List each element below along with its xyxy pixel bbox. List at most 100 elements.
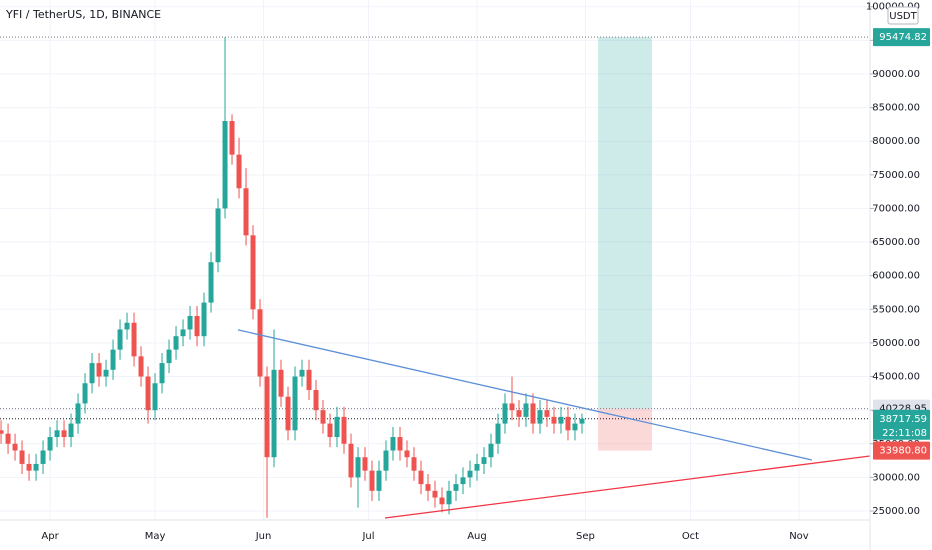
candle-body (166, 349, 172, 364)
candle-body (530, 403, 536, 424)
candle-body (96, 363, 102, 377)
candle-body (215, 208, 221, 263)
candle-body (180, 329, 186, 337)
candle-body (558, 416, 564, 424)
candle-body (439, 497, 445, 505)
price-axis: 25000.0030000.0035000.0040000.0045000.00… (866, 2, 930, 517)
candle-body (509, 403, 515, 411)
x-tick-label: Apr (41, 531, 59, 542)
x-tick-label: Sep (576, 531, 595, 542)
candle-body (54, 430, 60, 438)
candle-body (257, 309, 263, 377)
candle-body (397, 437, 403, 451)
stop-zone (598, 408, 652, 451)
candle-body (551, 416, 557, 424)
y-tick-label: 55000.00 (872, 304, 920, 315)
candle-body (250, 235, 256, 310)
x-tick-label: May (145, 531, 166, 542)
candle-body (523, 403, 529, 417)
y-tick-label: 80000.00 (872, 136, 920, 147)
candle-body (82, 383, 88, 404)
candle-body (299, 369, 305, 377)
candle-body (47, 437, 53, 451)
candle-body (383, 450, 389, 471)
x-tick-label: Aug (467, 531, 487, 542)
price-label: 40228.95 (879, 404, 927, 415)
candle-body (131, 322, 137, 357)
price-label: 95474.82 (879, 32, 927, 43)
candle-body (264, 376, 270, 458)
candle-body (418, 470, 424, 485)
candle-body (348, 443, 354, 478)
candle-body (355, 457, 361, 478)
candle-body (334, 416, 340, 438)
candle-body (411, 457, 417, 471)
price-label-box (873, 441, 930, 460)
y-tick-label: 25000.00 (872, 506, 920, 517)
candle-body (12, 443, 18, 451)
currency-box (887, 6, 919, 25)
price-label: 38717.59 (879, 414, 927, 425)
candle-body (40, 450, 46, 464)
candle-body (565, 416, 571, 431)
candle-body (222, 121, 228, 209)
candle-body (460, 477, 466, 485)
y-tick-label: 85000.00 (872, 103, 920, 114)
candle-body (467, 470, 473, 478)
y-tick-label: 70000.00 (872, 203, 920, 214)
candle-body (285, 396, 291, 431)
candle-body (152, 383, 158, 411)
chart-title: YFI / TetherUS, 1D, BINANCE (5, 8, 161, 21)
x-tick-label: Oct (682, 531, 699, 542)
candle-body (201, 302, 207, 337)
candle-body (292, 376, 298, 431)
candle-body (516, 410, 522, 417)
countdown: 22:11:08 (882, 428, 927, 439)
candle-body (236, 154, 242, 189)
candle-body (495, 423, 501, 444)
x-tick-label: Jun (255, 531, 272, 542)
trend-line (237, 329, 813, 461)
candle-body (278, 369, 284, 397)
candle-body (208, 262, 214, 303)
plot-area (0, 36, 870, 519)
candle-body (579, 418, 585, 424)
candle-body (61, 430, 67, 438)
candle-body (19, 450, 25, 464)
y-tick-label: 50000.00 (872, 338, 920, 349)
candle-body (103, 369, 109, 377)
candle-body (320, 410, 326, 424)
candle-body (488, 443, 494, 458)
candle-body (341, 416, 347, 444)
candle-body (306, 369, 312, 390)
currency: USDT (889, 11, 917, 22)
candle-body (159, 363, 165, 384)
candle-body (26, 463, 32, 471)
candle-body (446, 490, 452, 505)
candle-body (75, 403, 81, 424)
price-label-box (873, 28, 930, 47)
candle-body (313, 389, 319, 411)
x-tick-label: Nov (789, 531, 809, 542)
candle-body (362, 457, 368, 471)
y-tick-label: 45000.00 (872, 372, 920, 383)
candle-body (33, 463, 39, 471)
candle-body (369, 470, 375, 491)
trend-line (384, 455, 870, 519)
candle-body (124, 322, 130, 330)
target-zone (598, 37, 652, 409)
y-tick-label: 60000.00 (872, 271, 920, 282)
candle-body (432, 490, 438, 498)
candle-body (68, 423, 74, 438)
candle-body (537, 410, 543, 424)
candle-body (425, 484, 431, 491)
price-label-box (873, 409, 930, 440)
candle-body (502, 403, 508, 424)
y-tick-label: 75000.00 (872, 170, 920, 181)
candle-body (138, 356, 144, 377)
y-tick-label: 65000.00 (872, 237, 920, 248)
price-label: 33980.80 (879, 446, 927, 457)
candle-body (404, 450, 410, 458)
